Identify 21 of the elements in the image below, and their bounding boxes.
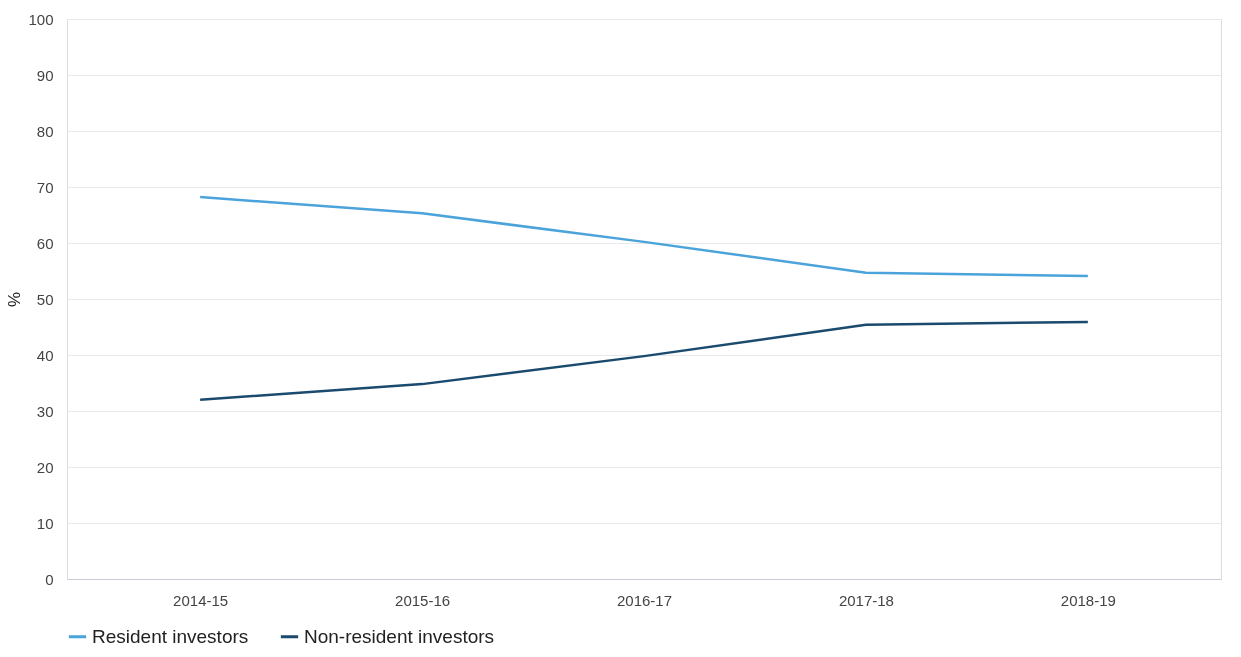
y-tick-label: 10 <box>36 514 54 532</box>
y-tick-label: 20 <box>36 458 54 476</box>
legend-label: Non-resident investors <box>304 625 495 647</box>
y-tick-label: 100 <box>28 10 54 28</box>
x-tick-label: 2018-19 <box>1060 591 1116 609</box>
y-tick-label: 80 <box>36 122 54 140</box>
x-tick-label: 2017-18 <box>838 591 894 609</box>
y-tick-label: 40 <box>36 346 54 364</box>
line-series <box>198 195 1090 278</box>
y-axis-title: % <box>5 291 25 308</box>
x-tick-label: 2014-15 <box>173 591 229 609</box>
legend-label: Resident investors <box>92 625 249 647</box>
y-tick-label: 0 <box>45 570 54 588</box>
y-tick-label: 30 <box>36 402 54 420</box>
y-tick-label: 50 <box>36 290 54 308</box>
line-series <box>198 320 1090 402</box>
y-tick-label: 60 <box>36 234 54 252</box>
x-tick-label: 2015-16 <box>395 591 451 609</box>
y-tick-label: 70 <box>36 178 54 196</box>
x-tick-label: 2016-17 <box>616 591 673 609</box>
y-tick-label: 90 <box>36 66 54 84</box>
